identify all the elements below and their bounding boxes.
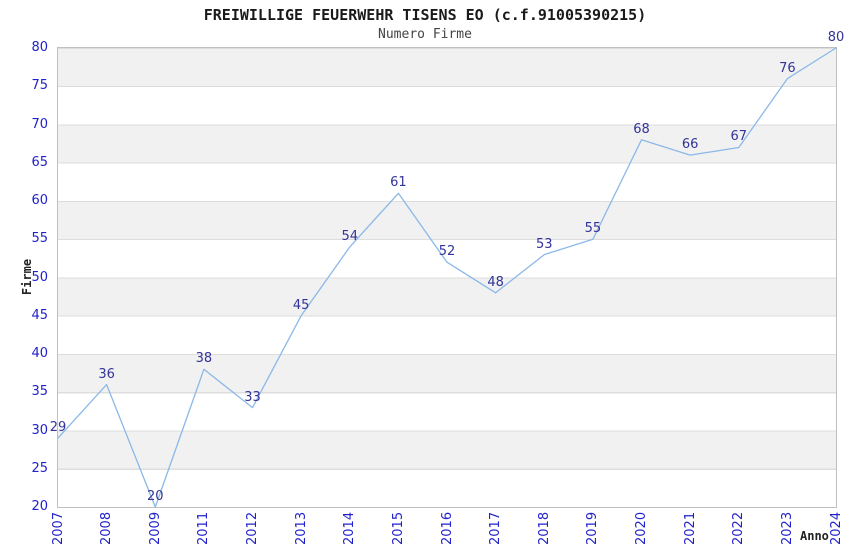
y-axis-tick-label: 60 (31, 193, 48, 208)
y-axis-tick-label: 55 (31, 231, 48, 247)
data-point-label: 38 (195, 351, 213, 367)
y-axis-tick-label: 70 (31, 116, 48, 132)
x-axis-tick-label: 2019 (585, 511, 601, 546)
data-point-label: 36 (98, 366, 115, 382)
y-axis-tick-label: 40 (31, 346, 48, 361)
data-point-label: 48 (487, 274, 504, 290)
data-point-label: 20 (146, 489, 164, 504)
x-axis-tick-label: 2023 (779, 511, 795, 546)
data-point-label: 66 (681, 137, 699, 153)
data-point-label: 80 (827, 30, 845, 45)
y-axis-tick-label: 35 (31, 384, 48, 400)
data-point-label: 61 (390, 175, 407, 191)
y-axis-tick-label: 65 (31, 154, 48, 170)
x-axis-tick-label: 2020 (634, 511, 649, 546)
x-axis-tick-label: 2008 (99, 511, 115, 546)
y-axis-tick-label: 25 (31, 460, 48, 476)
x-axis-tick-label: 2021 (682, 511, 698, 546)
line-chart-svg (57, 47, 837, 508)
data-point-label: 53 (535, 236, 553, 252)
data-point-label: 45 (292, 297, 310, 313)
y-axis-tick-label: 75 (31, 78, 48, 94)
data-point-label: 33 (244, 389, 261, 405)
x-axis-tick-label: 2024 (828, 511, 844, 546)
chart-title: FREIWILLIGE FEUERWEHR TISENS EO (c.f.910… (203, 6, 647, 24)
chart-subtitle: Numero Firme (378, 27, 472, 42)
x-axis-tick-label: 2017 (488, 511, 504, 546)
data-point-label: 55 (584, 221, 602, 237)
x-axis-tick-label: 2016 (439, 511, 455, 546)
plot-area (57, 47, 837, 508)
x-axis-tick-label: 2014 (342, 511, 358, 546)
data-point-label: 29 (49, 420, 67, 436)
y-axis-tick-label: 30 (31, 422, 48, 438)
y-axis-tick-label: 80 (31, 40, 48, 55)
x-axis-tick-label: 2007 (50, 511, 66, 546)
data-point-label: 68 (633, 121, 650, 137)
data-point-label: 67 (730, 129, 748, 145)
x-axis-title: Anno (800, 529, 829, 543)
x-axis-tick-label: 2018 (536, 511, 552, 546)
x-axis-tick-label: 2009 (147, 511, 163, 546)
y-axis-tick-label: 50 (31, 269, 48, 285)
line-series (57, 47, 837, 508)
data-point-label: 52 (438, 244, 456, 260)
x-axis-tick-label: 2012 (245, 511, 260, 546)
x-axis-tick-label: 2013 (293, 511, 309, 546)
x-axis-tick-label: 2022 (731, 511, 747, 546)
data-point-label: 54 (341, 228, 359, 244)
data-point-label: 76 (779, 60, 796, 76)
y-axis-tick-label: 20 (31, 499, 48, 514)
x-axis-tick-label: 2015 (390, 511, 406, 546)
x-axis-tick-label: 2011 (196, 511, 212, 546)
y-axis-tick-label: 45 (31, 307, 48, 323)
